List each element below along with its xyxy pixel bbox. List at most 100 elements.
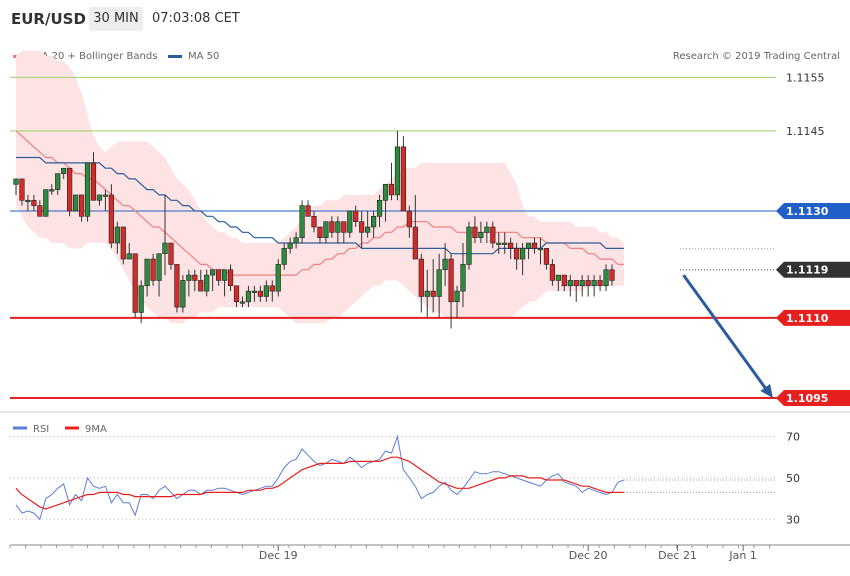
level-label-support-tag bbox=[776, 389, 850, 406]
candle-body bbox=[579, 280, 585, 287]
candle-body bbox=[174, 264, 180, 308]
price-labels-layer: 1.1155 1.1145 1.1130 1.1110 1.1095 1.1119 bbox=[776, 71, 850, 406]
candle-body bbox=[514, 248, 520, 260]
candle-body bbox=[37, 205, 43, 217]
candle-body bbox=[216, 269, 222, 281]
candle-body bbox=[549, 264, 555, 281]
timeframe-button[interactable]: 30 MIN bbox=[89, 7, 143, 31]
candle-body bbox=[442, 258, 448, 271]
candle-body bbox=[204, 274, 210, 292]
projection-layer bbox=[682, 274, 773, 398]
rsi-tick-label: 70 bbox=[786, 431, 800, 444]
candle-body bbox=[531, 242, 538, 249]
rsi-legend-label: 9MA bbox=[85, 424, 107, 435]
candle-body bbox=[49, 189, 55, 192]
candle-body bbox=[299, 205, 305, 238]
candle-body bbox=[281, 248, 287, 265]
level-label-resistance-text: 1.1155 bbox=[786, 71, 825, 84]
candle-body bbox=[388, 183, 395, 196]
last-price-label: 1.1119 bbox=[776, 261, 850, 278]
candle-body bbox=[561, 274, 567, 287]
candle-body bbox=[376, 199, 383, 217]
candle-body bbox=[543, 248, 550, 265]
candle-body bbox=[287, 242, 293, 249]
candle-body bbox=[519, 248, 526, 260]
time-axis-label: Jan 1 bbox=[728, 549, 756, 562]
candle-body bbox=[353, 210, 359, 222]
ma20-line bbox=[15, 130, 624, 276]
time-axis-label: Dec 21 bbox=[658, 549, 697, 562]
candle-body bbox=[239, 301, 246, 304]
candle-body bbox=[263, 285, 269, 297]
candle-body bbox=[31, 199, 37, 206]
bollinger-band-layer bbox=[16, 50, 624, 324]
candle-body bbox=[508, 242, 514, 249]
legend-ma50: MA 50 bbox=[168, 51, 219, 62]
level-label-support: 1.1095 bbox=[776, 389, 850, 406]
candle-body bbox=[329, 221, 335, 233]
candles-layer bbox=[13, 130, 615, 329]
projection-arrow-line bbox=[682, 274, 771, 394]
candle-body bbox=[359, 221, 365, 233]
candle-body bbox=[496, 242, 502, 245]
candle-body bbox=[156, 253, 162, 281]
candle-body bbox=[227, 269, 234, 287]
level-label-pivot: 1.1130 bbox=[776, 202, 850, 219]
rsi-tick-label: 30 bbox=[786, 513, 800, 526]
symbol-label: EUR/USD bbox=[11, 10, 86, 28]
candle-body bbox=[126, 253, 132, 260]
time-axis: Dec 19 Dec 20 Dec 21 Jan 1 bbox=[9, 544, 850, 562]
candle-body bbox=[150, 258, 156, 281]
candle-body bbox=[311, 216, 317, 228]
candle-body bbox=[597, 280, 603, 287]
candle-body bbox=[472, 226, 478, 238]
candle-body bbox=[168, 242, 174, 265]
candle-body bbox=[180, 280, 186, 308]
level-label-pivot-tag bbox=[776, 202, 850, 219]
candle-body bbox=[108, 194, 114, 244]
candle-body bbox=[335, 221, 341, 233]
candle-body bbox=[43, 189, 49, 217]
candle-body bbox=[347, 210, 353, 233]
timestamp-label: 07:03:08 CET bbox=[152, 11, 240, 26]
candle-body bbox=[424, 290, 430, 297]
candle-body bbox=[84, 162, 91, 217]
ma50-legend-label: MA 50 bbox=[188, 51, 220, 62]
rsi-tick-label: 50 bbox=[786, 472, 800, 485]
candle-body bbox=[591, 280, 597, 287]
level-label-support-tag bbox=[776, 309, 850, 326]
candle-body bbox=[502, 242, 508, 245]
candle-body bbox=[73, 194, 79, 212]
level-label-pivot-text: 1.1130 bbox=[786, 205, 829, 218]
bollinger-band-fill bbox=[16, 50, 624, 324]
candle-body bbox=[257, 290, 263, 297]
projection-arrow-head bbox=[760, 383, 773, 398]
rsi-series-line-0 bbox=[15, 434, 625, 521]
candle-body bbox=[537, 248, 544, 251]
candle-body bbox=[525, 242, 532, 249]
candle-body bbox=[162, 242, 168, 255]
candle-body bbox=[186, 274, 192, 281]
candle-body bbox=[466, 226, 472, 265]
candle-body bbox=[198, 280, 204, 292]
level-lines-layer bbox=[10, 76, 850, 399]
candle-body bbox=[233, 285, 240, 303]
candle-body bbox=[382, 183, 389, 201]
candle-body bbox=[412, 226, 418, 260]
candle-body bbox=[251, 290, 258, 293]
timeframe-label: 30 MIN bbox=[93, 11, 139, 26]
candle-body bbox=[454, 290, 460, 303]
candle-body bbox=[55, 173, 61, 190]
candle-body bbox=[25, 199, 31, 203]
candle-body bbox=[490, 226, 496, 244]
level-label-support-text: 1.1095 bbox=[786, 392, 828, 405]
rsi-legend-label: RSI bbox=[33, 424, 49, 435]
candle-body bbox=[430, 290, 436, 297]
candle-body bbox=[96, 194, 103, 201]
candle-body bbox=[603, 269, 609, 287]
copyright-label: Research © 2019 Trading Central bbox=[672, 51, 840, 62]
candle-body bbox=[460, 264, 466, 292]
candle-body bbox=[305, 205, 311, 217]
candle-body bbox=[222, 269, 228, 281]
